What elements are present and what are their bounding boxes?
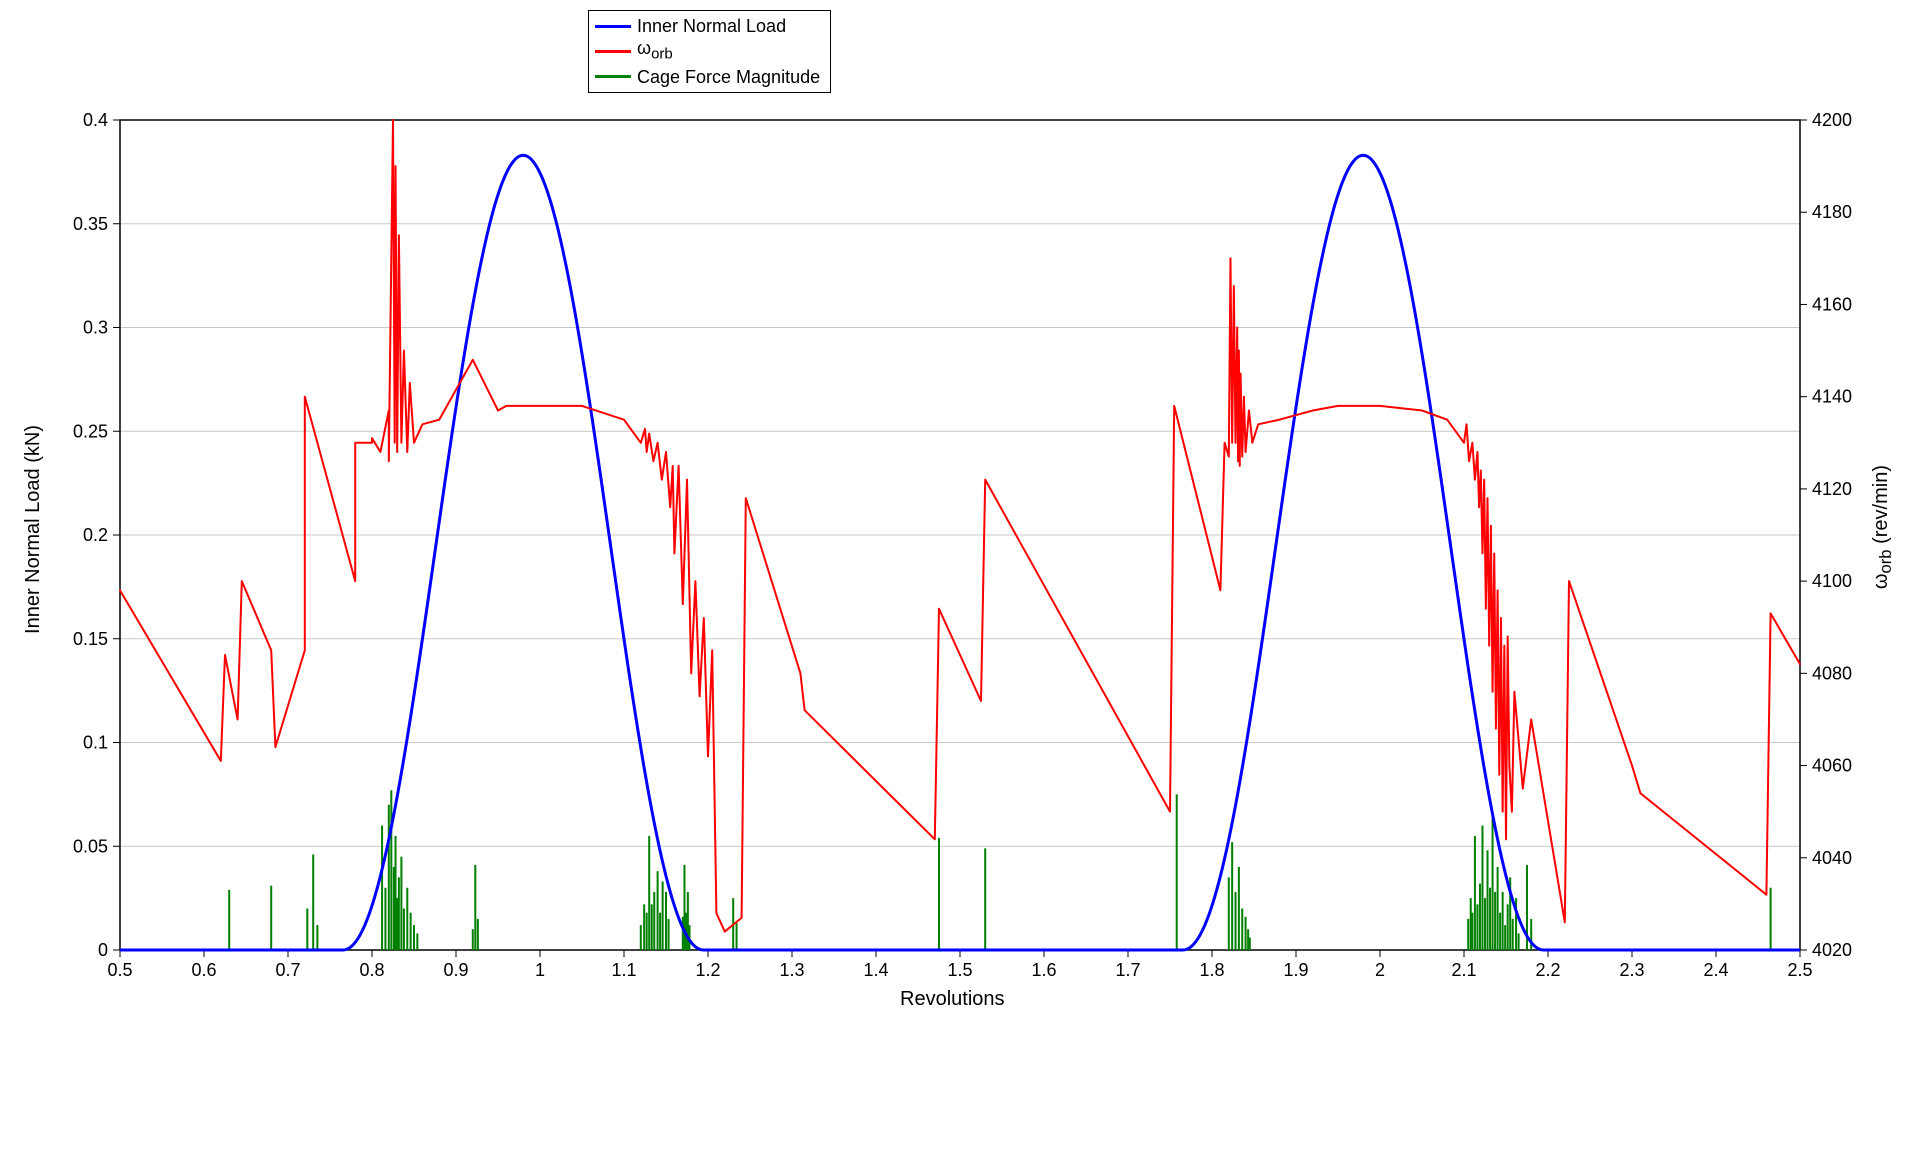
svg-text:0.2: 0.2 — [83, 525, 108, 545]
svg-text:1.9: 1.9 — [1283, 960, 1308, 980]
svg-text:4080: 4080 — [1812, 663, 1852, 683]
plot-area: 0.5 0.6 0.7 0.8 0.9 1 1.1 1.2 1.3 1.4 1.5 1.6 1.7 1.8… — [0, 0, 1920, 1152]
svg-text:2.1: 2.1 — [1451, 960, 1476, 980]
svg-text:0.1: 0.1 — [83, 733, 108, 753]
svg-text:1.1: 1.1 — [611, 960, 636, 980]
svg-text:1.8: 1.8 — [1199, 960, 1224, 980]
svg-text:0.25: 0.25 — [73, 421, 108, 441]
chart-container: Inner Normal LoadωorbCage Force Magnitud… — [0, 0, 1920, 1152]
svg-text:1.7: 1.7 — [1115, 960, 1140, 980]
svg-text:0: 0 — [98, 940, 108, 960]
svg-text:1: 1 — [535, 960, 545, 980]
svg-text:0.35: 0.35 — [73, 214, 108, 234]
svg-text:2.5: 2.5 — [1787, 960, 1812, 980]
svg-text:0.15: 0.15 — [73, 629, 108, 649]
svg-text:0.9: 0.9 — [443, 960, 468, 980]
svg-text:4040: 4040 — [1812, 848, 1852, 868]
svg-text:4120: 4120 — [1812, 479, 1852, 499]
svg-text:4020: 4020 — [1812, 940, 1852, 960]
svg-text:4060: 4060 — [1812, 756, 1852, 776]
svg-text:4180: 4180 — [1812, 202, 1852, 222]
svg-text:2.2: 2.2 — [1535, 960, 1560, 980]
svg-text:1.2: 1.2 — [695, 960, 720, 980]
svg-text:4200: 4200 — [1812, 110, 1852, 130]
svg-text:1.3: 1.3 — [779, 960, 804, 980]
svg-text:0.4: 0.4 — [83, 110, 108, 130]
svg-text:0.7: 0.7 — [275, 960, 300, 980]
svg-text:2: 2 — [1375, 960, 1385, 980]
svg-text:0.3: 0.3 — [83, 318, 108, 338]
svg-text:0.05: 0.05 — [73, 836, 108, 856]
svg-text:1.6: 1.6 — [1031, 960, 1056, 980]
svg-text:4140: 4140 — [1812, 387, 1852, 407]
svg-text:1.5: 1.5 — [947, 960, 972, 980]
svg-text:0.8: 0.8 — [359, 960, 384, 980]
svg-text:2.4: 2.4 — [1703, 960, 1728, 980]
svg-text:2.3: 2.3 — [1619, 960, 1644, 980]
svg-text:1.4: 1.4 — [863, 960, 888, 980]
svg-text:4160: 4160 — [1812, 294, 1852, 314]
svg-text:0.5: 0.5 — [107, 960, 132, 980]
svg-text:0.6: 0.6 — [191, 960, 216, 980]
svg-text:4100: 4100 — [1812, 571, 1852, 591]
